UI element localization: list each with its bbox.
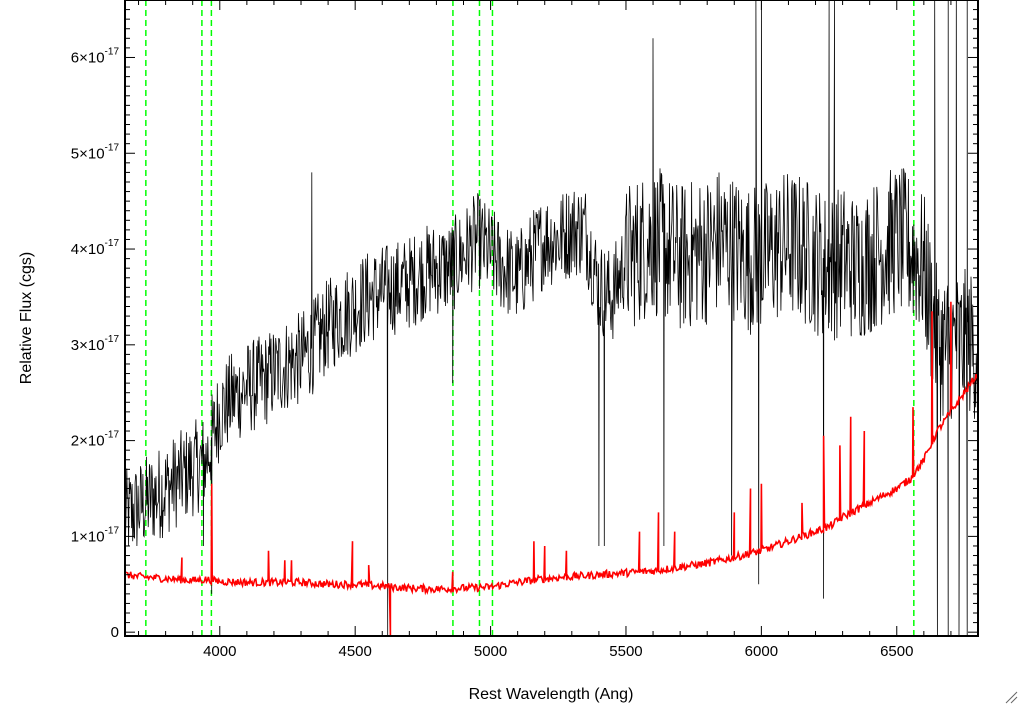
y-tick-mantissa: 4×10 xyxy=(71,241,105,258)
y-tick-mantissa: 3×10 xyxy=(71,337,105,354)
x-axis-ticks: 4000 4500 5000 5500 6000 6500 xyxy=(138,0,979,660)
y-tick-label: 4×10-17 xyxy=(71,238,120,258)
y-axis-ticks: 01×10-172×10-173×10-174×10-175×10-176×10… xyxy=(71,9,978,641)
y-tick-exponent: -17 xyxy=(105,238,120,249)
y-tick-mantissa: 1×10 xyxy=(71,528,105,545)
y-tick-label: 2×10-17 xyxy=(71,430,120,450)
y-tick-label: 0 xyxy=(111,624,119,641)
x-tick-label: 6500 xyxy=(880,643,913,660)
x-tick-label: 5000 xyxy=(474,643,507,660)
x-tick-label: 4500 xyxy=(338,643,371,660)
x-tick-label: 6000 xyxy=(745,643,778,660)
y-tick-mantissa: 2×10 xyxy=(71,433,105,450)
y-tick-mantissa: 5×10 xyxy=(71,145,105,162)
y-tick-exponent: -17 xyxy=(105,334,120,345)
y-tick-label: 3×10-17 xyxy=(71,334,120,354)
y-tick-exponent: -17 xyxy=(105,142,120,153)
plot-axes xyxy=(124,0,979,637)
y-axis-title: Relative Flux (cgs) xyxy=(18,252,35,384)
plot-frame xyxy=(124,0,979,637)
y-tick-label: 6×10-17 xyxy=(71,46,120,66)
x-axis-title: Rest Wavelength (Ang) xyxy=(469,686,634,703)
y-tick-mantissa: 0 xyxy=(111,624,119,641)
resize-grip-icon[interactable] xyxy=(1004,690,1018,704)
model-spectrum-series xyxy=(124,301,979,636)
y-tick-label: 1×10-17 xyxy=(71,525,120,545)
y-tick-exponent: -17 xyxy=(105,525,120,536)
observed-spectrum-line xyxy=(124,0,978,636)
y-tick-label: 5×10-17 xyxy=(71,142,120,162)
y-tick-exponent: -17 xyxy=(105,46,120,57)
model-spectrum-line xyxy=(124,301,979,636)
observed-spectrum-series xyxy=(124,0,978,636)
x-tick-label: 4000 xyxy=(203,643,236,660)
emission-line-markers xyxy=(145,0,915,636)
y-tick-mantissa: 6×10 xyxy=(71,49,105,66)
y-tick-exponent: -17 xyxy=(105,430,120,441)
x-tick-label: 5500 xyxy=(609,643,642,660)
